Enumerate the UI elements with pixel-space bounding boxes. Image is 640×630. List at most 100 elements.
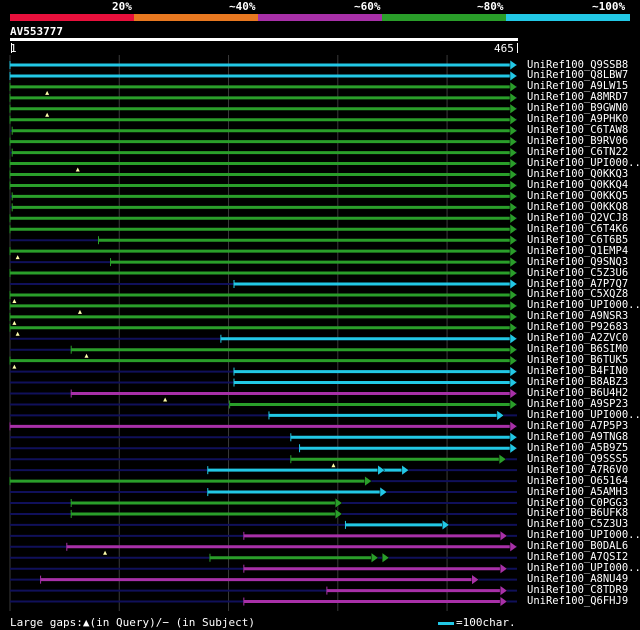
- hit-label[interactable]: UniRef100_Q0KKQ4: [527, 178, 629, 191]
- hit-label[interactable]: UniRef100_UPI000...: [527, 562, 640, 575]
- hit-arrow: [509, 125, 518, 137]
- hit-arrow: [509, 420, 518, 432]
- legend-segment: [506, 14, 630, 21]
- hit-arrow: [496, 409, 505, 421]
- hit-label[interactable]: UniRef100_A8NU49: [527, 573, 629, 586]
- hit-arrow: [509, 179, 518, 191]
- hit-arrow: [381, 552, 390, 564]
- hit-label[interactable]: UniRef100_C0PGG3: [527, 496, 629, 509]
- hit-label[interactable]: UniRef100_A9PHK0: [527, 113, 629, 126]
- hit-label[interactable]: UniRef100_C6TAW8: [527, 124, 629, 137]
- hit-arrow: [509, 158, 518, 170]
- hit-label[interactable]: UniRef100_Q9SSS5: [527, 452, 629, 465]
- hit-label[interactable]: UniRef100_Q6FHJ9: [527, 595, 629, 608]
- scale-legend: =100char.: [438, 616, 516, 629]
- hit-arrow: [509, 431, 518, 443]
- hit-arrow: [509, 234, 518, 246]
- query-gap-marker: [77, 309, 82, 314]
- hit-arrow: [509, 322, 518, 334]
- legend-label: ~80%: [477, 0, 504, 13]
- scale-swatch: [438, 621, 454, 625]
- query-gap-marker: [45, 112, 50, 117]
- hit-arrow: [509, 136, 518, 148]
- identity-legend-bar: [10, 14, 630, 21]
- hit-arrow: [509, 344, 518, 356]
- hit-label[interactable]: UniRef100_Q9SSB8: [527, 58, 629, 71]
- hit-label[interactable]: UniRef100_A9LW15: [527, 80, 629, 93]
- hit-label[interactable]: UniRef100_A8MRD7: [527, 91, 629, 104]
- hit-arrow: [471, 574, 480, 586]
- legend-label: ~60%: [354, 0, 381, 13]
- hit-label[interactable]: UniRef100_Q1EMP4: [527, 244, 629, 257]
- hit-label[interactable]: UniRef100_A5B9Z5: [527, 441, 629, 454]
- hit-label[interactable]: UniRef100_B6UFK8: [527, 507, 629, 520]
- hit-arrow: [509, 81, 518, 93]
- hit-arrow: [509, 256, 518, 268]
- query-start-label: 1: [10, 42, 17, 55]
- query-gap-marker: [84, 353, 89, 358]
- hit-arrow: [401, 464, 410, 476]
- hit-label[interactable]: UniRef100_B6SIM0: [527, 343, 629, 356]
- hit-plot: [9, 55, 518, 611]
- hit-arrow: [509, 169, 518, 180]
- query-gap-marker: [45, 90, 50, 95]
- hit-label[interactable]: UniRef100_Q2VCJ8: [527, 211, 629, 224]
- hit-label[interactable]: UniRef100_B6U4H2: [527, 387, 629, 399]
- hit-label[interactable]: UniRef100_B0DAL6: [527, 540, 629, 553]
- hit-arrow: [509, 147, 518, 159]
- hit-arrow: [509, 541, 518, 553]
- hit-label[interactable]: UniRef100_A9TNG8: [527, 430, 629, 443]
- hit-label[interactable]: UniRef100_B9RV06: [527, 135, 629, 148]
- hit-label[interactable]: UniRef100_UPI000...: [527, 529, 640, 542]
- hit-label[interactable]: UniRef100_A7P7Q7: [527, 277, 629, 290]
- hit-label[interactable]: UniRef100_A7P5P3: [527, 419, 629, 432]
- hit-arrow: [509, 201, 518, 213]
- hit-label[interactable]: UniRef100_A7R6V0: [527, 463, 629, 476]
- hit-label[interactable]: UniRef100_Q0KKQ5: [527, 189, 629, 202]
- hit-label[interactable]: UniRef100_B9GWN0: [527, 102, 629, 115]
- hit-arrow: [509, 442, 518, 454]
- hit-label[interactable]: UniRef100_C5XQZ8: [527, 288, 629, 301]
- hit-label[interactable]: UniRef100_B6TUK5: [527, 354, 629, 367]
- hit-label[interactable]: UniRef100_C6TN22: [527, 146, 629, 159]
- gap-legend: Large gaps:▲(in Query)/− (in Subject): [10, 616, 256, 629]
- hit-arrow: [499, 596, 508, 608]
- query-end-tick: [517, 43, 518, 53]
- hit-label[interactable]: UniRef100_P92683: [527, 321, 629, 334]
- hit-label[interactable]: UniRef100_A9SP23: [527, 397, 629, 410]
- hit-label[interactable]: UniRef100_C6T6B5: [527, 233, 629, 246]
- hit-label[interactable]: UniRef100_UPI000...: [527, 157, 640, 170]
- query-gap-marker: [331, 463, 336, 468]
- hit-label[interactable]: UniRef100_UPI000...: [527, 408, 640, 421]
- hit-label[interactable]: UniRef100_C6T4K6: [527, 222, 629, 235]
- hit-label[interactable]: UniRef100_C5Z3U6: [527, 266, 629, 279]
- hit-arrow: [498, 453, 507, 465]
- hit-arrow: [364, 475, 373, 487]
- query-gap-marker: [103, 550, 108, 555]
- query-end-label: 465: [494, 42, 514, 55]
- legend-segment: [134, 14, 258, 21]
- hit-label[interactable]: UniRef100_A7QSI2: [527, 551, 629, 564]
- hit-label[interactable]: UniRef100_C8TDR9: [527, 584, 629, 597]
- hit-label[interactable]: UniRef100_B8ABZ3: [527, 376, 629, 389]
- hit-arrow: [334, 497, 343, 509]
- hit-arrow: [509, 377, 518, 389]
- hit-label[interactable]: UniRef100_C5Z3U3: [527, 518, 629, 531]
- hit-arrow: [379, 486, 388, 498]
- hit-label[interactable]: UniRef100_Q0KKQ3: [527, 168, 629, 180]
- hit-arrow: [499, 530, 508, 542]
- hit-label[interactable]: UniRef100_O65164: [527, 474, 629, 487]
- hit-label[interactable]: UniRef100_B4FIN0: [527, 365, 629, 378]
- query-gap-marker: [75, 167, 80, 172]
- hit-label[interactable]: UniRef100_UPI000...: [527, 299, 640, 312]
- hit-label[interactable]: UniRef100_Q0KKQ8: [527, 200, 629, 213]
- hit-label[interactable]: UniRef100_Q8LBW7: [527, 69, 629, 82]
- hit-label[interactable]: UniRef100_A2ZVC0: [527, 332, 629, 345]
- hit-arrow: [509, 333, 518, 345]
- hit-label[interactable]: UniRef100_Q9SNQ3: [527, 255, 629, 268]
- hit-label[interactable]: UniRef100_A9NSR3: [527, 310, 629, 323]
- hit-label[interactable]: UniRef100_A5AMH3: [527, 485, 629, 498]
- query-gap-marker: [12, 298, 17, 303]
- hit-arrow: [509, 311, 518, 323]
- query-name: AV553777: [10, 25, 63, 38]
